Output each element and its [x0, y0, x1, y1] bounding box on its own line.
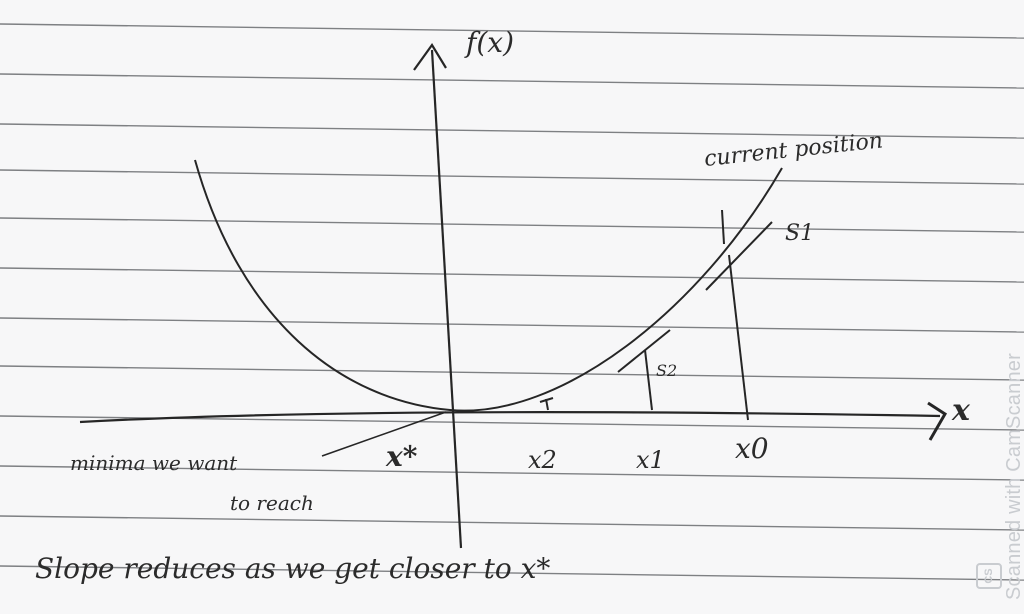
x0-label: x0 [735, 432, 769, 465]
drop-line-x2 [545, 398, 549, 411]
minima-pointer-line [321, 411, 447, 457]
x1-label: x1 [636, 446, 665, 474]
drop-line-x1 [644, 349, 653, 411]
ruled-line [0, 217, 1024, 233]
scanner-watermark: Scanned with CamScanner [1003, 353, 1024, 600]
ruled-lines [0, 23, 1024, 581]
handwritten-labels: f(x) x current position S1 S2 x* x2 x1 x… [35, 26, 971, 585]
minima-label-line-2: to reach [230, 491, 314, 515]
x-axis [79, 410, 941, 424]
tangent-at-x0 [705, 221, 773, 291]
camscanner-badge-icon: CS [976, 563, 1002, 589]
ruled-line [0, 23, 1024, 39]
ruled-line [0, 465, 1024, 481]
ruled-line [0, 515, 1024, 531]
caption: Slope reduces as we get closer to x* [35, 552, 550, 585]
y-axis [430, 49, 463, 549]
plot-axes [79, 43, 948, 549]
ruled-line [0, 365, 1024, 381]
minima-label-line-1: minima we want [70, 451, 238, 475]
x2-label: x2 [528, 446, 557, 474]
tangent-at-x1 [617, 329, 671, 373]
ruled-line [0, 169, 1024, 185]
ruled-line [0, 123, 1024, 139]
ruled-line [0, 565, 1024, 581]
drop-lines [545, 209, 749, 421]
ruled-line [0, 317, 1024, 333]
x-axis-arrowhead [927, 401, 948, 441]
drop-line-x0 [728, 254, 749, 421]
s2-label: S2 [656, 361, 677, 380]
ruled-line [0, 73, 1024, 89]
loss-curve [194, 159, 783, 412]
s1-label: S1 [785, 221, 814, 246]
y-axis-label: f(x) [464, 26, 514, 59]
x-star-label: x* [385, 440, 418, 473]
ruled-line [0, 267, 1024, 283]
x0-tick [721, 209, 725, 245]
x-axis-label: x [951, 393, 971, 428]
y-axis-arrowhead [413, 43, 447, 71]
